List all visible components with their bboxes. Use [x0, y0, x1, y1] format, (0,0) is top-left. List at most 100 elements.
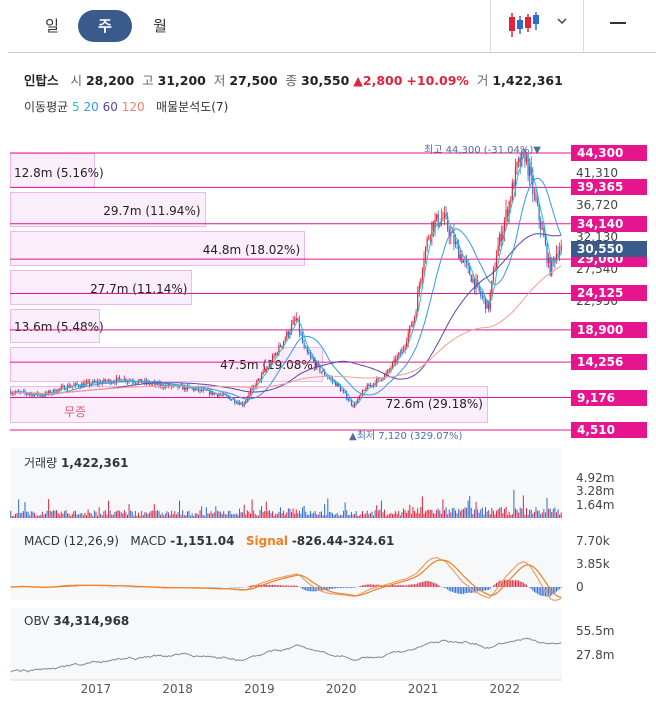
macd-histogram-bar: [319, 587, 321, 591]
volume-bar: [429, 510, 431, 518]
candle-body: [391, 362, 394, 368]
candle-body: [363, 389, 365, 391]
volume-bar: [551, 511, 553, 518]
candle-body: [481, 295, 483, 297]
volume-bar: [70, 515, 72, 518]
candle-body: [48, 390, 50, 394]
candle-body: [484, 298, 487, 309]
macd-histogram-bar: [522, 582, 524, 587]
volume-bar: [306, 514, 308, 518]
candle-body: [346, 392, 348, 400]
menu-icon[interactable]: [610, 22, 626, 24]
candle-body: [447, 216, 449, 230]
macd-histogram-bar: [554, 587, 556, 593]
candle-body: [169, 384, 171, 387]
volume-bar: [557, 509, 559, 518]
volume-profile-label: 47.5m (19.08%): [220, 358, 318, 372]
macd-histogram-bar: [341, 587, 343, 588]
tab-monthly[interactable]: 월: [153, 17, 167, 35]
volume-bar: [229, 510, 231, 518]
year-label: 2021: [407, 682, 439, 696]
candle-body: [167, 384, 170, 387]
macd-histogram-bar: [500, 580, 502, 587]
volume-bar: [417, 508, 419, 518]
candle-body: [226, 395, 228, 397]
volume-bar: [399, 515, 401, 518]
candle-body: [402, 348, 405, 350]
candle-body: [232, 399, 234, 401]
volume-bar: [305, 511, 307, 518]
volume-bar: [92, 515, 94, 518]
candle-body: [448, 229, 450, 237]
candle-body: [398, 352, 400, 357]
macd-histogram-bar: [437, 585, 439, 587]
volume-bar: [355, 511, 357, 518]
obv-line: [10, 637, 562, 673]
macd-axis-3: 0: [576, 580, 584, 594]
volume-bar: [123, 510, 125, 518]
macd-histogram-bar: [238, 587, 240, 588]
candle-body: [418, 285, 420, 293]
macd-histogram-bar: [284, 585, 286, 587]
volume-bar: [412, 507, 414, 518]
obv-panel-label: OBV 34,314,968: [24, 614, 130, 628]
volume-profile-bar: [10, 231, 306, 266]
volume-bar: [393, 513, 395, 518]
candle-body: [268, 362, 271, 368]
candle-body: [237, 402, 239, 404]
candle-body: [549, 257, 551, 276]
volume-bar: [169, 515, 171, 518]
volume-bar: [311, 513, 313, 518]
macd-histogram-bar: [529, 587, 531, 588]
macd-histogram-bar: [540, 587, 542, 596]
macd-histogram-bar: [489, 587, 491, 589]
volume-bar: [560, 512, 562, 518]
volume-bar: [139, 515, 141, 518]
candle-body: [341, 390, 343, 392]
price-level-tag: 9,176: [571, 389, 647, 406]
volume-bar: [120, 512, 122, 518]
macd-histogram-bar: [270, 584, 272, 587]
tab-weekly[interactable]: 주: [78, 10, 132, 42]
volume-bar: [391, 514, 393, 518]
volume-bar: [152, 510, 154, 518]
chart-type-button[interactable]: [490, 0, 584, 52]
moving-average-legend[interactable]: 이동평균 5 20 60 120 매물분석도(7): [24, 100, 229, 114]
volume-bar: [475, 501, 477, 518]
volume-bar: [182, 510, 184, 518]
macd-histogram-bar: [451, 587, 453, 592]
macd-histogram-bar: [401, 585, 403, 587]
candle-body: [491, 280, 493, 294]
candle-body: [256, 380, 258, 387]
candle-body: [234, 399, 236, 403]
volume-bar: [458, 508, 460, 518]
candle-body: [90, 384, 92, 386]
volume-bar: [177, 512, 179, 518]
volume-bar: [373, 515, 375, 518]
volume-bar: [79, 513, 81, 518]
candle-body: [49, 390, 51, 394]
candle-body: [379, 377, 381, 379]
candle-body: [388, 369, 390, 371]
candle-body: [372, 383, 375, 386]
candle-body: [271, 355, 274, 364]
macd-histogram-bar: [526, 584, 528, 587]
macd-histogram-bar: [275, 584, 277, 587]
candle-body: [259, 378, 261, 380]
volume-bar: [43, 514, 45, 518]
volume-bar: [18, 499, 20, 518]
candle-body: [530, 166, 532, 175]
candle-body: [536, 200, 539, 205]
volume-bar: [347, 515, 349, 518]
macd-histogram-bar: [406, 585, 408, 587]
macd-histogram-bar: [289, 585, 291, 587]
candle-body: [260, 374, 263, 380]
volume-bar: [451, 508, 453, 518]
volume-bar: [201, 506, 203, 518]
tab-daily[interactable]: 일: [45, 17, 59, 35]
volume-bar: [309, 511, 311, 518]
volume-bar: [22, 511, 24, 518]
candle-body: [73, 384, 75, 386]
candle-body: [70, 386, 72, 388]
